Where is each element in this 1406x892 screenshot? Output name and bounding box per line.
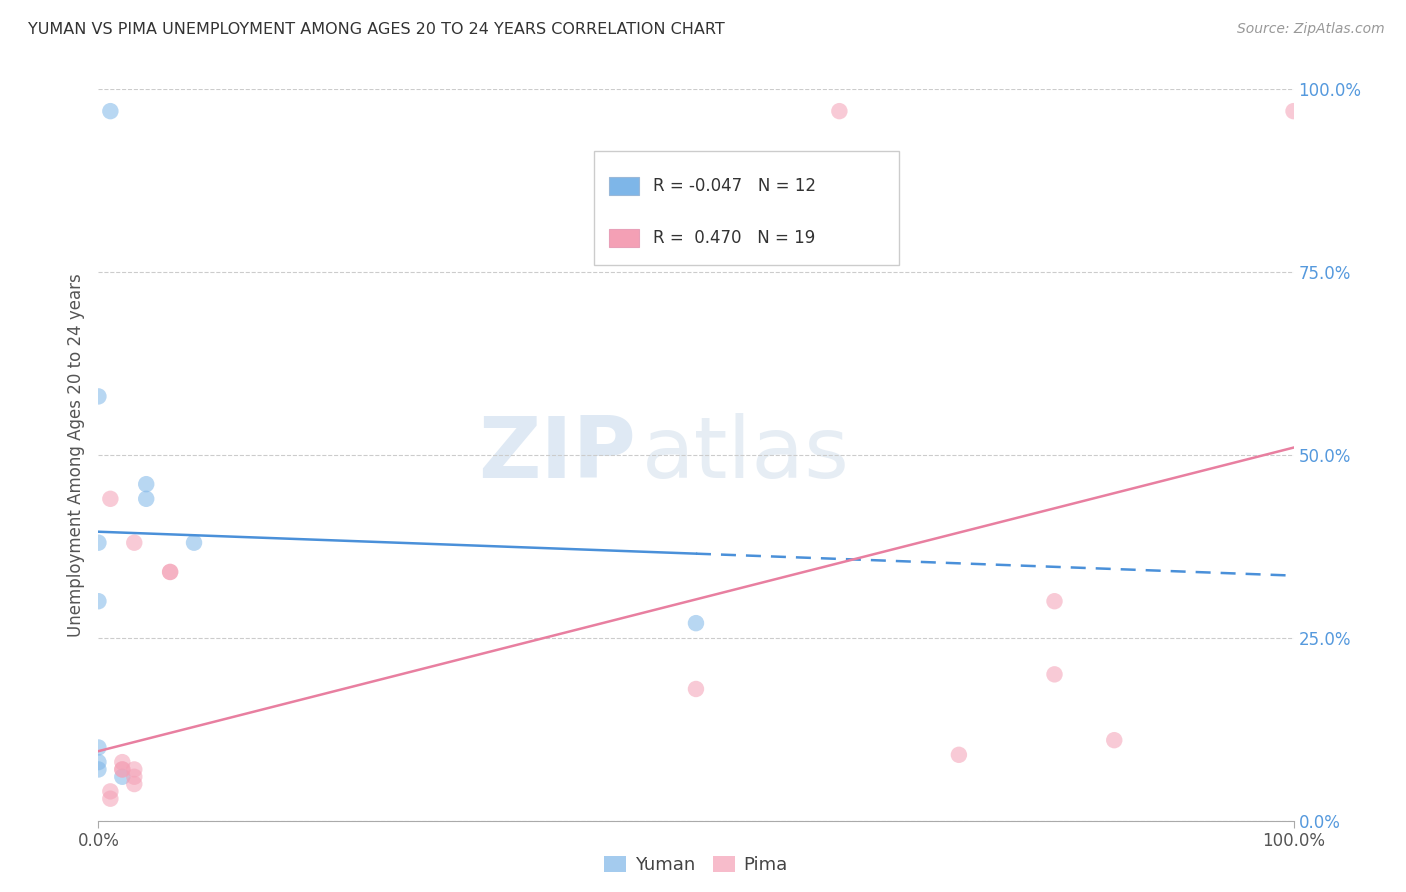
Point [183,535,205,549]
Point [1102,733,1125,747]
Point [135,491,157,506]
Point [111,763,134,777]
Point [1282,104,1305,119]
Point [1043,594,1066,608]
Point [98,791,122,805]
Text: Source: ZipAtlas.com: Source: ZipAtlas.com [1237,22,1385,37]
Point [87,389,110,403]
Point [98,784,122,798]
Point [159,565,181,579]
Point [87,740,110,755]
Text: ZIP: ZIP [478,413,637,497]
Text: YUMAN VS PIMA UNEMPLOYMENT AMONG AGES 20 TO 24 YEARS CORRELATION CHART: YUMAN VS PIMA UNEMPLOYMENT AMONG AGES 20… [28,22,725,37]
FancyBboxPatch shape [609,177,638,195]
Point [111,770,134,784]
Point [87,763,110,777]
Point [111,755,134,769]
Point [685,616,707,631]
Point [87,594,110,608]
Point [98,104,122,119]
FancyBboxPatch shape [595,152,900,265]
FancyBboxPatch shape [609,229,638,247]
Legend: Yuman, Pima: Yuman, Pima [596,848,796,881]
Point [828,104,851,119]
Point [87,755,110,769]
Y-axis label: Unemployment Among Ages 20 to 24 years: Unemployment Among Ages 20 to 24 years [67,273,86,637]
Point [124,770,146,784]
Point [87,535,110,549]
Point [948,747,970,762]
Point [111,763,134,777]
Point [685,681,707,696]
Point [124,535,146,549]
Text: atlas: atlas [643,413,851,497]
Point [124,763,146,777]
Point [124,777,146,791]
Text: R = -0.047   N = 12: R = -0.047 N = 12 [652,177,815,194]
Point [135,477,157,491]
Point [1043,667,1066,681]
Text: R =  0.470   N = 19: R = 0.470 N = 19 [652,228,815,247]
Point [159,565,181,579]
Point [98,491,122,506]
